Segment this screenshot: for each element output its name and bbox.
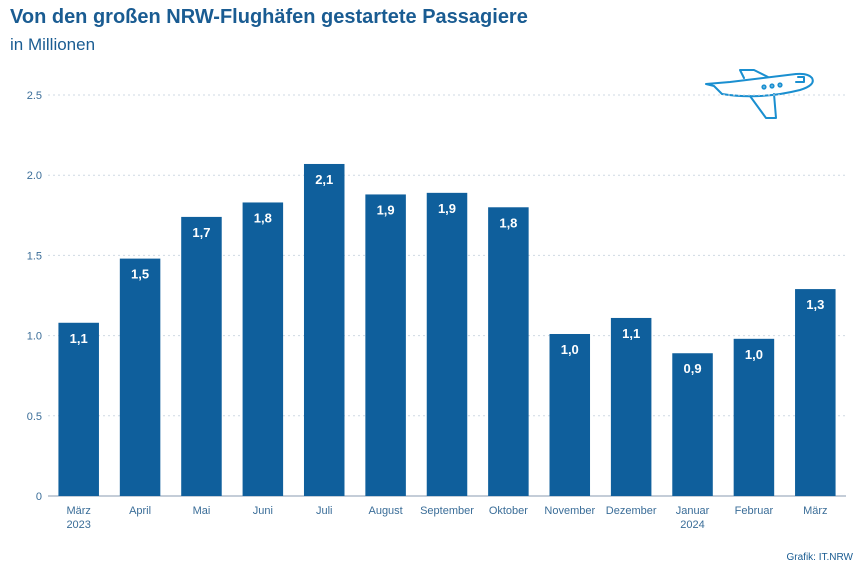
x-tick-label: Februar [735, 505, 774, 517]
y-tick-label: 2.5 [27, 90, 42, 102]
y-tick-label: 1.0 [27, 331, 42, 343]
data-label: 1,8 [254, 210, 272, 225]
bar [610, 317, 652, 496]
bar [365, 194, 406, 496]
bar [58, 322, 99, 496]
source-credit: Grafik: IT.NRW [786, 552, 853, 563]
bar [733, 338, 775, 496]
chart-subtitle: in Millionen [10, 35, 96, 54]
data-label: 1,8 [499, 215, 517, 230]
x-tick-label: August [368, 505, 402, 517]
x-tick-label: März 2023 [66, 505, 90, 531]
bar [672, 353, 713, 496]
x-tick-label: September [420, 505, 474, 517]
bar [488, 207, 529, 496]
x-tick-label: Januar 2024 [676, 505, 710, 531]
bar [795, 289, 836, 496]
bar [242, 202, 284, 496]
x-axis: März 2023 April Mai Juni Juli August September O… [66, 505, 827, 531]
x-tick-label: Mai [193, 505, 211, 517]
data-label: 2,1 [315, 172, 333, 187]
data-label: 1,5 [131, 267, 149, 282]
x-tick-label: März [803, 505, 827, 517]
airplane-icon [705, 69, 814, 119]
bar [426, 192, 468, 496]
x-tick-label: Juli [316, 505, 333, 517]
data-label: 1,1 [70, 331, 88, 346]
x-tick-label: Dezember [606, 505, 657, 517]
data-label: 1,3 [806, 297, 824, 312]
x-tick-label: Oktober [489, 505, 528, 517]
bar [181, 216, 222, 497]
data-labels: 1,1 1,5 1,7 1,8 2,1 1,9 1,9 1,8 1,0 1,1 0,9 1,0 1,3 [70, 172, 825, 376]
data-label: 1,7 [192, 225, 210, 240]
data-label: 1,0 [745, 347, 763, 362]
bar [303, 163, 345, 497]
data-label: 1,0 [561, 342, 579, 357]
gridlines [48, 94, 846, 417]
x-tick-label: November [544, 505, 595, 517]
bar [549, 333, 591, 496]
data-label: 0,9 [683, 361, 701, 376]
x-tick-label: Juni [253, 505, 273, 517]
data-label: 1,9 [377, 202, 395, 217]
x-tick-label: April [129, 505, 151, 517]
data-label: 1,9 [438, 201, 456, 216]
bars [58, 163, 836, 497]
bar [119, 258, 161, 496]
data-label: 1,1 [622, 326, 640, 341]
y-tick-label: 1.5 [27, 250, 42, 262]
y-tick-label: 0 [36, 491, 42, 503]
y-tick-label: 0.5 [27, 411, 42, 423]
chart-title: Von den großen NRW-Flughäfen gestartete … [10, 6, 528, 28]
y-tick-label: 2.0 [27, 170, 42, 182]
y-axis: 0 0.5 1.0 1.5 2.0 2.5 [27, 90, 846, 503]
